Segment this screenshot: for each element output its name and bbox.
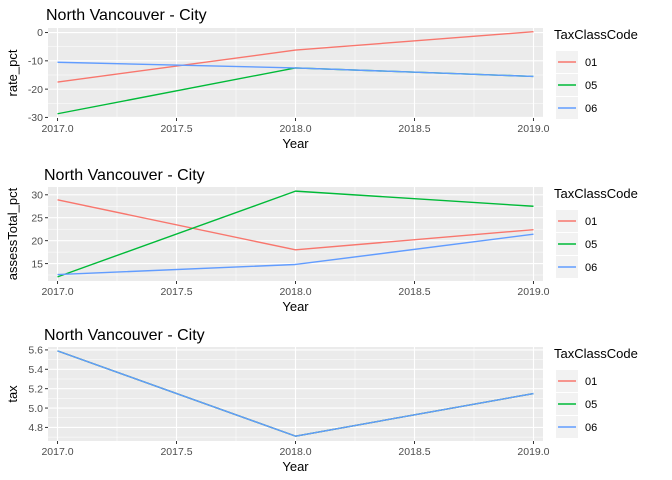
series-line-01	[57, 30, 534, 83]
x-tick-label: 2017.0	[41, 286, 73, 298]
series-line-01	[57, 199, 534, 251]
x-tick-label: 2018.5	[398, 286, 430, 298]
chart-title: North Vancouver - City	[44, 327, 205, 344]
legend-label-01: 01	[585, 376, 597, 388]
y-tick-label: 5.2	[28, 383, 43, 395]
legend-label-01: 01	[585, 216, 597, 228]
legend-label-01: 01	[585, 57, 597, 69]
y-tick-label: 5.0	[28, 403, 43, 415]
chart-panel-3: North Vancouver - City 2017.0 2017.5 2018.0…	[5, 327, 638, 474]
x-tick-label: 2018.0	[279, 123, 311, 135]
legend-label-05: 05	[585, 80, 597, 92]
series-line-06	[57, 233, 534, 276]
legend-title: TaxClassCode	[554, 186, 638, 201]
y-tick-label: 4.8	[28, 422, 43, 434]
y-tick-label: 15	[31, 258, 43, 270]
y-axis-title: tax	[5, 385, 20, 403]
x-tick-label: 2017.0	[41, 446, 73, 458]
chart-title: North Vancouver - City	[46, 7, 207, 24]
legend-label-05: 05	[585, 239, 597, 251]
legend-label-06: 06	[585, 262, 597, 274]
y-tick-label: -30	[28, 112, 43, 124]
y-tick-label: -20	[28, 84, 43, 96]
x-tick-label: 2018.5	[398, 123, 430, 135]
y-axis-title: assessTotal_pct	[5, 187, 20, 280]
y-tick-label: 5.4	[28, 364, 43, 376]
y-tick-label: 20	[31, 235, 43, 247]
legend-title: TaxClassCode	[554, 27, 638, 42]
series-line-06	[57, 61, 534, 78]
x-tick-label: 2019.0	[517, 446, 549, 458]
series-line-06	[57, 350, 534, 437]
x-tick-label: 2017.5	[160, 286, 192, 298]
y-tick-label: 30	[31, 189, 43, 201]
chart-panel-1: North Vancouver - City 2017.0 2017.5 2018.0…	[5, 7, 638, 151]
y-tick-label: 5.6	[28, 345, 43, 357]
x-tick-label: 2019.0	[517, 123, 549, 135]
legend-label-05: 05	[585, 399, 597, 411]
x-tick-label: 2017.0	[41, 123, 73, 135]
x-tick-label: 2018.5	[398, 446, 430, 458]
x-axis-title: Year	[282, 136, 309, 151]
x-tick-label: 2017.5	[160, 123, 192, 135]
x-tick-label: 2017.5	[160, 446, 192, 458]
y-tick-label: 25	[31, 212, 43, 224]
y-tick-label: -10	[28, 56, 43, 68]
x-tick-label: 2019.0	[517, 286, 549, 298]
chart-title: North Vancouver - City	[44, 167, 205, 184]
legend-label-06: 06	[585, 422, 597, 434]
x-tick-label: 2018.0	[279, 446, 311, 458]
legend-label-06: 06	[585, 103, 597, 115]
legend-title: TaxClassCode	[554, 346, 638, 361]
x-tick-label: 2018.0	[279, 286, 311, 298]
x-axis-title: Year	[282, 459, 309, 474]
chart-panel-2: North Vancouver - City 2017.0 2017.5 2018.0…	[5, 167, 638, 314]
series-line-05	[57, 190, 534, 278]
y-axis-title: rate_pct	[5, 49, 20, 96]
y-tick-label: 0	[37, 27, 43, 39]
x-axis-title: Year	[282, 299, 309, 314]
